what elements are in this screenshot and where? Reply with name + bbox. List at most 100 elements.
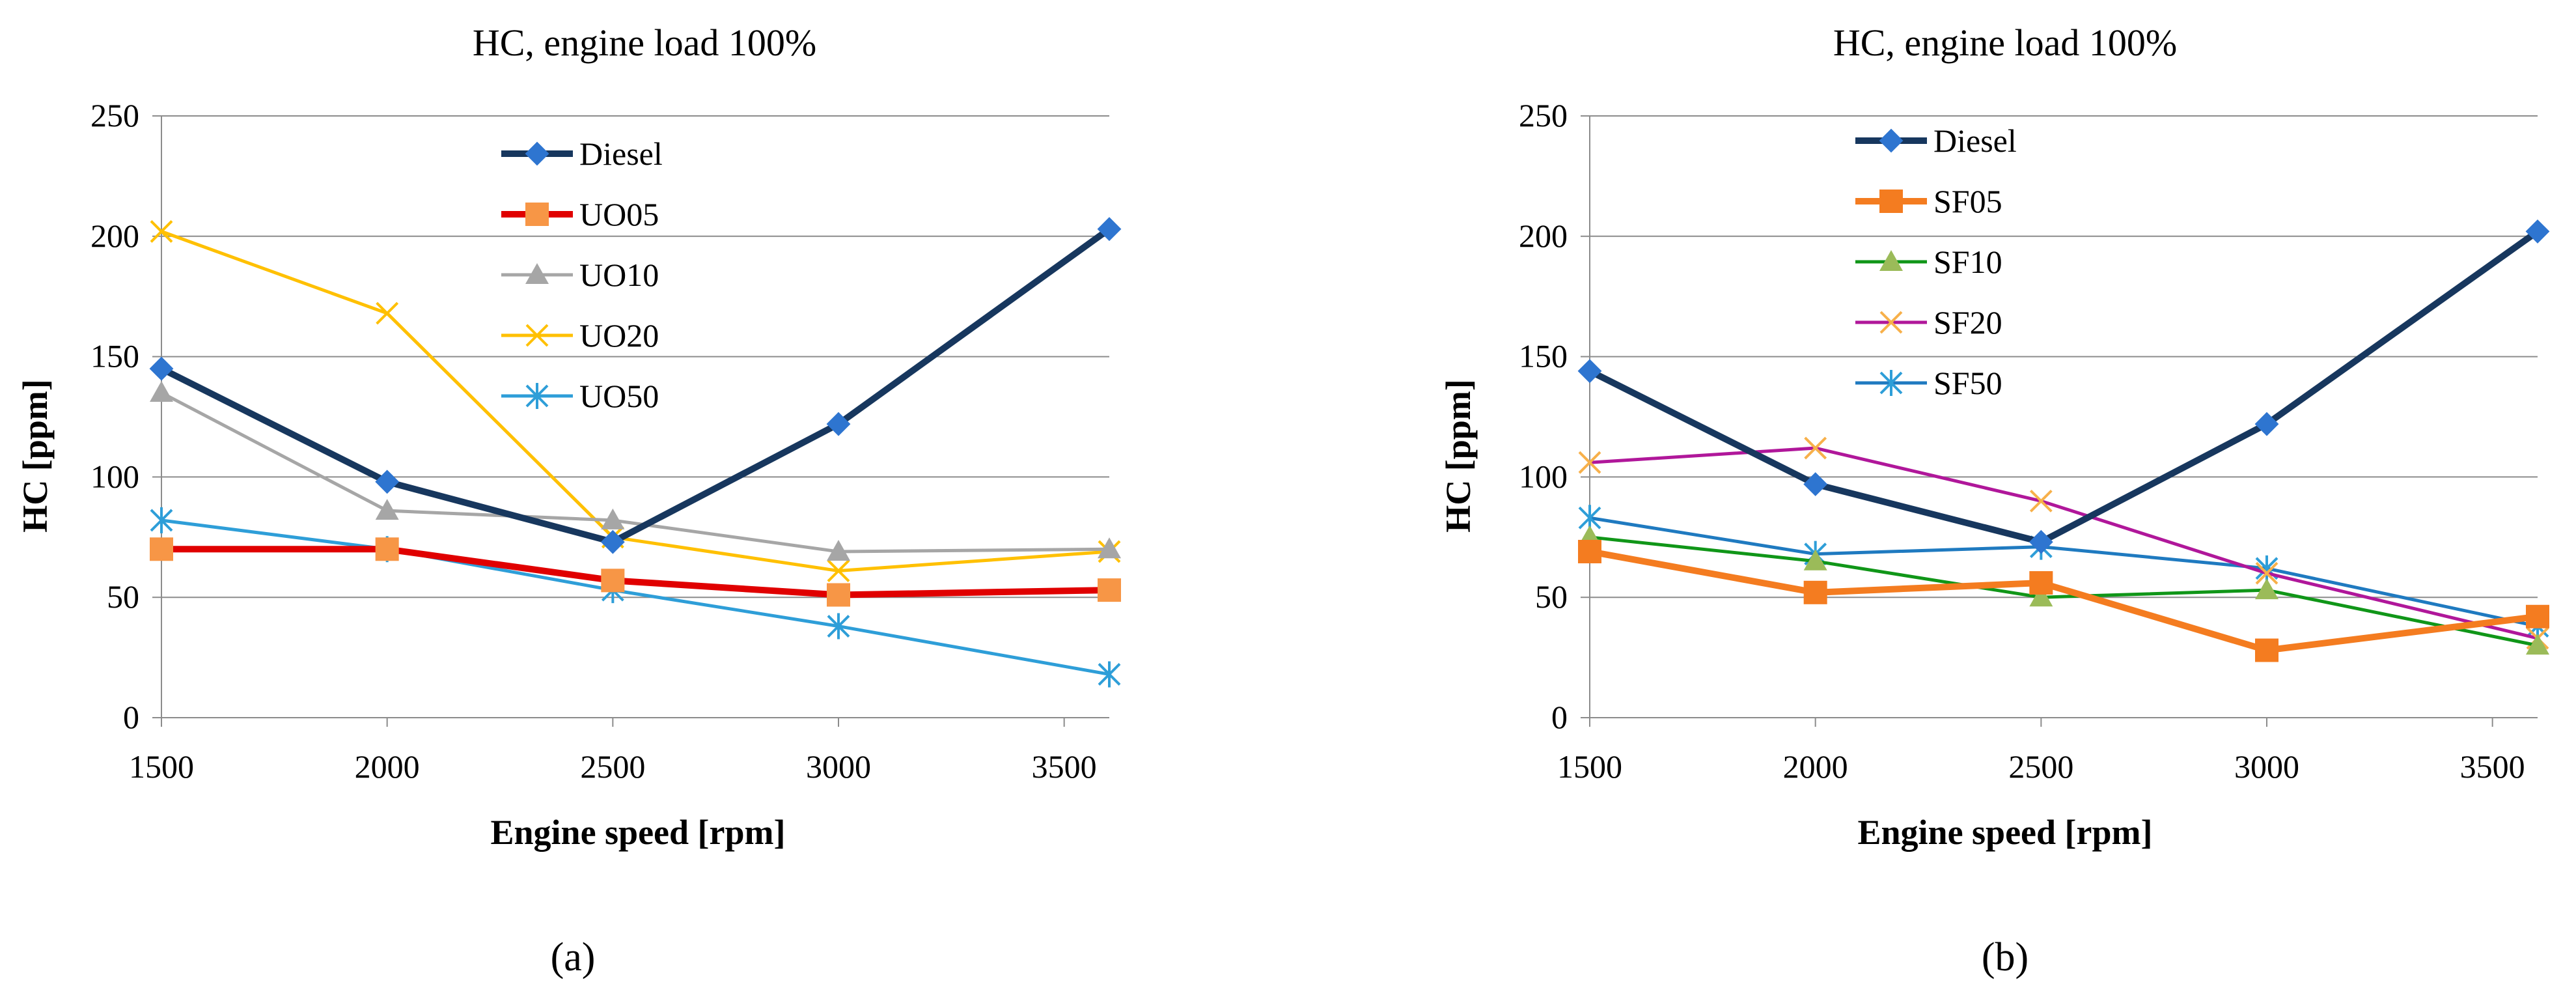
y-tick-label-b-0: 0 [1551, 699, 1568, 735]
marker-a-uo10-3 [827, 539, 850, 561]
y-tick-label-b-250: 250 [1519, 97, 1568, 134]
y-tick-label-b-150: 150 [1519, 338, 1568, 374]
marker-b-sf05-1 [1803, 580, 1827, 604]
marker-b-sf20-2 [2029, 489, 2053, 513]
marker-a-uo05-1 [375, 537, 399, 561]
legend-marker-a-uo10 [525, 263, 549, 284]
legend-item-b-sf10: SF10 [1855, 244, 2002, 280]
legend-marker-b-sf05 [1879, 190, 1903, 213]
legend-label-a-diesel: Diesel [579, 135, 663, 172]
legend-marker-a-uo05 [525, 203, 549, 226]
marker-b-diesel-2 [2029, 529, 2053, 554]
marker-a-uo10-4 [1098, 537, 1121, 559]
y-tick-label-a-200: 200 [90, 218, 139, 254]
marker-a-diesel-2 [600, 529, 625, 554]
marker-a-uo10-1 [375, 499, 399, 520]
y-tick-label-b-200: 200 [1519, 218, 1568, 254]
x-axis-label-b: Engine speed [rpm] [1857, 813, 2152, 852]
marker-b-sf05-3 [2255, 638, 2278, 662]
y-axis-label-b: HC [ppm] [1439, 379, 1478, 533]
legend-item-a-uo20: UO20 [501, 317, 659, 354]
marker-a-uo50-3 [827, 613, 850, 640]
marker-a-uo05-2 [601, 569, 625, 593]
y-axis-label-a: HC [ppm] [16, 379, 55, 533]
marker-a-diesel-1 [375, 470, 400, 494]
x-tick-labels-b: 1500 2000 2500 3000 3500 [1557, 748, 2525, 785]
x-tick-label-a-3500: 3500 [1032, 748, 1097, 785]
legend-item-a-uo50: UO50 [501, 378, 659, 414]
legend-item-a-uo10: UO10 [501, 257, 659, 293]
series-b-sf20 [1578, 436, 2549, 650]
marker-b-sf20-3 [2255, 561, 2278, 585]
y-tick-label-a-150: 150 [90, 338, 139, 374]
marker-a-uo10-0 [150, 381, 173, 402]
marker-a-uo20-0 [150, 219, 173, 243]
marker-b-sf05-4 [2526, 604, 2549, 628]
legend-marker-a-uo20 [525, 324, 549, 347]
marker-b-sf20-0 [1578, 451, 1601, 474]
series-line-a-uo05 [161, 546, 1110, 598]
legend-a: Diesel UO05 UO10 UO20 UO50 [501, 135, 663, 414]
marker-a-diesel-3 [826, 412, 851, 436]
legend-label-a-uo05: UO05 [579, 196, 659, 232]
legend-marker-b-sf20 [1879, 311, 1903, 334]
x-tick-label-a-1500: 1500 [129, 748, 194, 785]
legend-label-a-uo10: UO10 [579, 257, 659, 293]
marker-b-sf10-3 [2255, 578, 2278, 600]
legend-label-b-sf50: SF50 [1933, 365, 2002, 401]
series-a-diesel [149, 217, 1122, 554]
x-tick-label-a-2500: 2500 [580, 748, 645, 785]
series-group-b [1577, 219, 2550, 662]
marker-a-uo20-3 [827, 559, 850, 582]
x-tick-label-b-3500: 3500 [2460, 748, 2525, 785]
marker-b-sf10-2 [2029, 585, 2053, 607]
marker-b-diesel-3 [2254, 412, 2279, 436]
y-tick-label-b-100: 100 [1519, 458, 1568, 494]
y-tick-labels-a: 0 50 100 150 200 250 [90, 97, 139, 735]
marker-b-sf10-4 [2526, 634, 2549, 655]
x-tick-labels-a: 1500 2000 2500 3000 3500 [129, 748, 1097, 785]
chart-title-a: HC, engine load 100% [473, 21, 816, 64]
y-tick-label-b-50: 50 [1535, 578, 1568, 615]
axes-a [152, 115, 1109, 727]
legend-label-a-uo20: UO20 [579, 317, 659, 354]
marker-b-diesel-4 [2525, 219, 2550, 244]
marker-b-sf05-2 [2029, 571, 2053, 595]
marker-a-diesel-0 [149, 356, 174, 381]
legend-item-b-sf50: SF50 [1855, 365, 2002, 401]
chart-title-b: HC, engine load 100% [1833, 21, 2177, 64]
series-line-b-diesel [1588, 229, 2540, 546]
marker-b-sf10-1 [1803, 549, 1827, 570]
legend-item-b-diesel: Diesel [1855, 122, 2017, 159]
legend-item-a-uo05: UO05 [501, 196, 659, 232]
marker-b-diesel-0 [1577, 359, 1602, 384]
marker-b-sf05-0 [1578, 539, 1601, 563]
marker-a-uo05-0 [150, 537, 173, 561]
legend-marker-b-sf10 [1879, 250, 1903, 271]
marker-a-uo20-1 [376, 302, 399, 325]
series-b-sf05 [1578, 539, 2549, 662]
panel-label-b: (b) [1982, 935, 2029, 979]
series-a-uo05 [150, 537, 1121, 607]
legend-item-b-sf20: SF20 [1855, 304, 2002, 341]
marker-a-uo50-0 [150, 507, 173, 533]
legend-label-a-uo50: UO50 [579, 378, 659, 414]
x-tick-label-b-3000: 3000 [2234, 748, 2299, 785]
grid-a [161, 115, 1109, 598]
legend-marker-b-sf50 [1879, 370, 1903, 396]
marker-a-diesel-4 [1097, 217, 1122, 242]
marker-a-uo05-3 [827, 583, 850, 607]
series-b-diesel [1577, 219, 2550, 554]
x-tick-label-a-3000: 3000 [806, 748, 871, 785]
marker-a-uo05-4 [1098, 578, 1121, 602]
series-b-sf10 [1578, 525, 2549, 655]
series-a-uo10 [150, 381, 1121, 561]
series-line-b-sf50 [1589, 516, 2538, 628]
marker-b-sf20-1 [1804, 436, 1827, 460]
grid-b [1590, 115, 2538, 598]
marker-a-uo10-2 [601, 508, 625, 529]
x-axis-label-a: Engine speed [rpm] [490, 813, 785, 852]
legend-item-b-sf05: SF05 [1855, 183, 2002, 219]
y-tick-label-a-100: 100 [90, 458, 139, 494]
series-line-b-sf05 [1589, 548, 2538, 654]
